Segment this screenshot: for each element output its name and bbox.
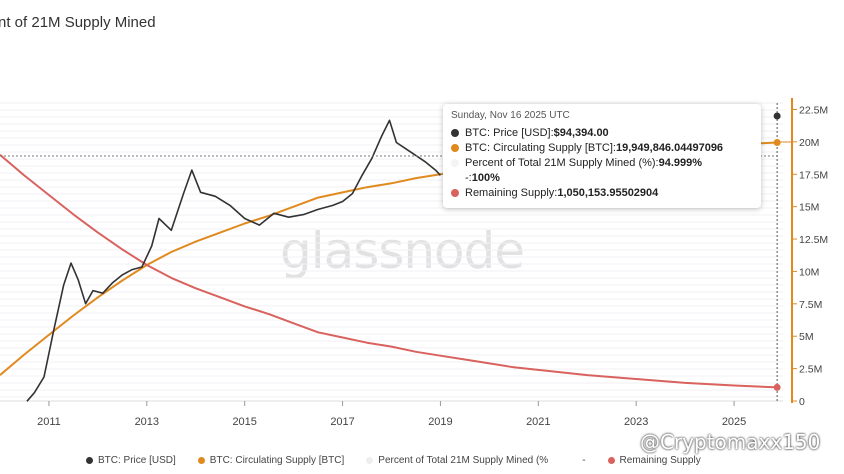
tooltip-row: Remaining Supply: 1,050,153.95502904: [451, 185, 753, 200]
tooltip-value: 94.999%: [658, 156, 703, 169]
supply-marker: [773, 139, 781, 147]
remaining-marker: [773, 383, 781, 391]
tooltip-row: BTC: Circulating Supply [BTC]: 19,949,84…: [451, 140, 753, 155]
x-axis: 2011 2013 2015 2017 2019 2021 2023 2025: [37, 401, 746, 428]
series-dot-icon: [451, 143, 459, 152]
y-tick-label: 20M: [799, 137, 819, 149]
tooltip-label: BTC: Price [USD]:: [465, 126, 554, 139]
x-tick-label: 2017: [330, 416, 354, 428]
y-tick-label: 22.5M: [799, 104, 828, 116]
tooltip-label: Percent of Total 21M Supply Mined (%):: [465, 156, 659, 169]
series-dot-icon: [451, 158, 459, 167]
series-line-1: [0, 154, 778, 389]
y-tick-label: 2.5M: [799, 364, 822, 376]
y-tick-label: 5M: [799, 331, 814, 343]
tooltip-label: Remaining Supply:: [465, 186, 558, 199]
chart-legend: BTC: Price [USD] BTC: Circulating Supply …: [86, 453, 723, 467]
y-tick-label: 10M: [799, 266, 819, 278]
x-tick-label: 2025: [722, 416, 746, 428]
legend-item[interactable]: Remaining Supply: [607, 454, 701, 466]
y-tick-label: 7.5M: [799, 299, 822, 311]
legend-dot-icon: [366, 456, 374, 464]
tooltip-label: BTC: Circulating Supply [BTC]:: [465, 141, 616, 154]
x-tick-label: 2013: [135, 416, 159, 428]
series-dot-icon: [451, 188, 459, 197]
legend-label: BTC: Price [USD]: [98, 454, 176, 466]
tooltip-value: 19,949,846.04497096: [616, 141, 724, 154]
x-tick-label: 2021: [526, 416, 550, 428]
x-tick-label: 2015: [232, 416, 256, 428]
hover-tooltip: Sunday, Nov 16 2025 UTC BTC: Price [USD]…: [443, 104, 761, 208]
tooltip-value: 100%: [471, 171, 500, 184]
y-tick-label: 17.5M: [799, 169, 828, 181]
tooltip-row: -: 100%: [451, 170, 753, 185]
y-tick-label: 15M: [799, 202, 819, 214]
credit-watermark: @Cryptomaxx150: [640, 430, 821, 454]
series-dot-icon: [451, 173, 459, 182]
legend-dot-icon: [607, 456, 615, 464]
tooltip-date: Sunday, Nov 16 2025 UTC: [451, 110, 570, 121]
chart-title: nt of 21M Supply Mined: [0, 14, 156, 31]
price-marker: [773, 112, 781, 120]
y-axis-right: 0 2.5M 5M 7.5M 10M 12.5M 15M 17.5M 20M 22.5M: [791, 98, 828, 408]
y-tick-label: 12.5M: [799, 234, 828, 246]
tooltip-rows: BTC: Price [USD]: $94,394.00 BTC: Circula…: [451, 125, 753, 200]
x-tick-label: 2011: [37, 416, 61, 428]
x-tick-label: 2023: [624, 416, 648, 428]
legend-item[interactable]: Percent of Total 21M Supply Mined (%: [366, 455, 548, 466]
legend-dot-icon: [86, 456, 93, 464]
tooltip-row: BTC: Price [USD]: $94,394.00: [451, 125, 753, 140]
legend-item[interactable]: -: [570, 454, 586, 466]
series-dot-icon: [451, 128, 459, 137]
glassnode-watermark: glassnode: [280, 222, 525, 280]
legend-label: Percent of Total 21M Supply Mined (%: [378, 454, 549, 466]
tooltip-value: 1,050,153.95502904: [557, 186, 659, 199]
legend-label: -: [582, 454, 586, 466]
x-tick-label: 2019: [428, 416, 452, 428]
legend-label: Remaining Supply: [619, 454, 701, 466]
legend-dot-icon: [570, 456, 578, 464]
hover-cursor: [0, 103, 792, 401]
legend-label: BTC: Circulating Supply [BTC]: [209, 454, 345, 466]
legend-item[interactable]: BTC: Circulating Supply [BTC]: [197, 454, 345, 466]
legend-dot-icon: [197, 456, 205, 464]
legend-item[interactable]: BTC: Price [USD]: [86, 455, 176, 466]
series-line-2: [26, 119, 441, 402]
tooltip-row: Percent of Total 21M Supply Mined (%): 9…: [451, 155, 753, 170]
tooltip-value: $94,394.00: [553, 126, 609, 139]
y-tick-label: 0: [799, 396, 805, 408]
tooltip-label: -:: [465, 171, 472, 184]
